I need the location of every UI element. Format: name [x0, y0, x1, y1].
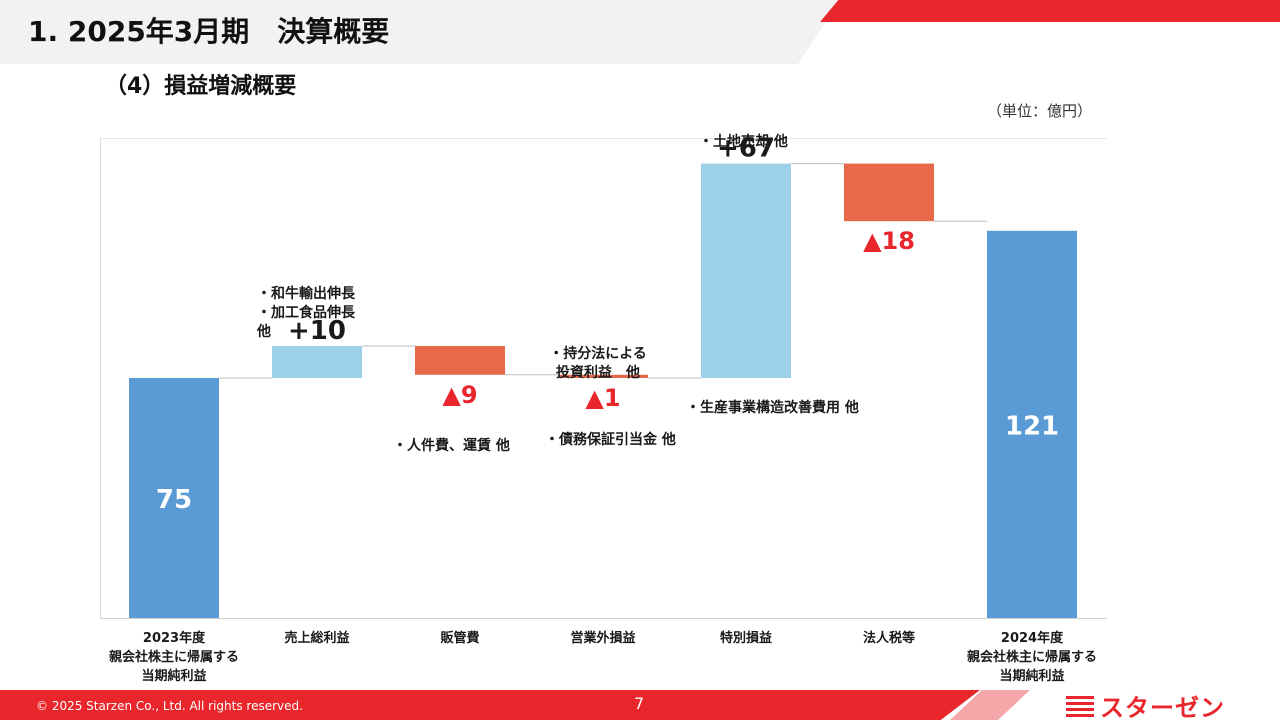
value-label: +10: [288, 316, 346, 346]
slide-title: 1. 2025年3月期 決算概要: [28, 15, 390, 48]
category-label: 2024年度: [1001, 630, 1064, 646]
value-label: 121: [1005, 411, 1059, 441]
category-label: 親会社株主に帰属する: [967, 649, 1097, 665]
annotation-text: ・人件費、運賃 他: [393, 437, 510, 454]
header-band: [0, 0, 840, 64]
value-label: ▲9: [442, 381, 477, 409]
section-title: （4）損益増減概要: [105, 74, 297, 99]
logo-mark-icon: [1066, 695, 1094, 717]
value-label: +67: [717, 134, 775, 164]
annotation-text: ・加工食品伸長: [257, 304, 356, 321]
annotation-text: 他: [256, 323, 271, 340]
annotation-text: 投資利益 他: [556, 364, 640, 381]
bar-4: [558, 374, 648, 378]
category-label: 特別損益: [720, 630, 772, 646]
copyright-text: © 2025 Starzen Co., Ltd. All rights rese…: [36, 699, 303, 713]
annotation-text: ・和牛輸出伸長: [257, 285, 356, 302]
annotation-text: ・土地売却 他: [699, 133, 788, 150]
category-label: 法人税等: [863, 630, 915, 646]
bar-2: [272, 346, 362, 378]
annotation-text: ・債務保証引当金 他: [545, 431, 676, 448]
value-label: ▲1: [585, 384, 620, 412]
page-number: 7: [634, 694, 645, 713]
category-label: 売上総利益: [284, 630, 349, 646]
footer-bar: [0, 690, 980, 720]
value-label: ▲18: [863, 227, 915, 255]
bar-6: [844, 163, 934, 222]
category-label: 2023年度: [143, 630, 206, 646]
annotation-text: ・持分法による: [549, 345, 647, 362]
header-accent-stripe: [820, 0, 1280, 22]
category-label: 販管費: [440, 630, 479, 646]
category-label: 当期純利益: [141, 668, 206, 684]
category-label: 親会社株主に帰属する: [109, 649, 239, 665]
annotation-text: ・生産事業構造改善費用 他: [686, 399, 859, 416]
bar-3: [415, 346, 505, 375]
bar-5: [701, 163, 791, 378]
category-label: 営業外損益: [570, 630, 635, 646]
bar-7: [987, 230, 1077, 619]
category-label: 当期純利益: [999, 668, 1064, 684]
plot-area: [100, 138, 1107, 619]
company-logo: スターゼン: [1066, 688, 1225, 723]
unit-label: （単位：億円）: [986, 102, 1092, 120]
logo-text: スターゼン: [1100, 694, 1225, 722]
bar-1: [129, 378, 219, 618]
value-label: 75: [156, 485, 192, 515]
